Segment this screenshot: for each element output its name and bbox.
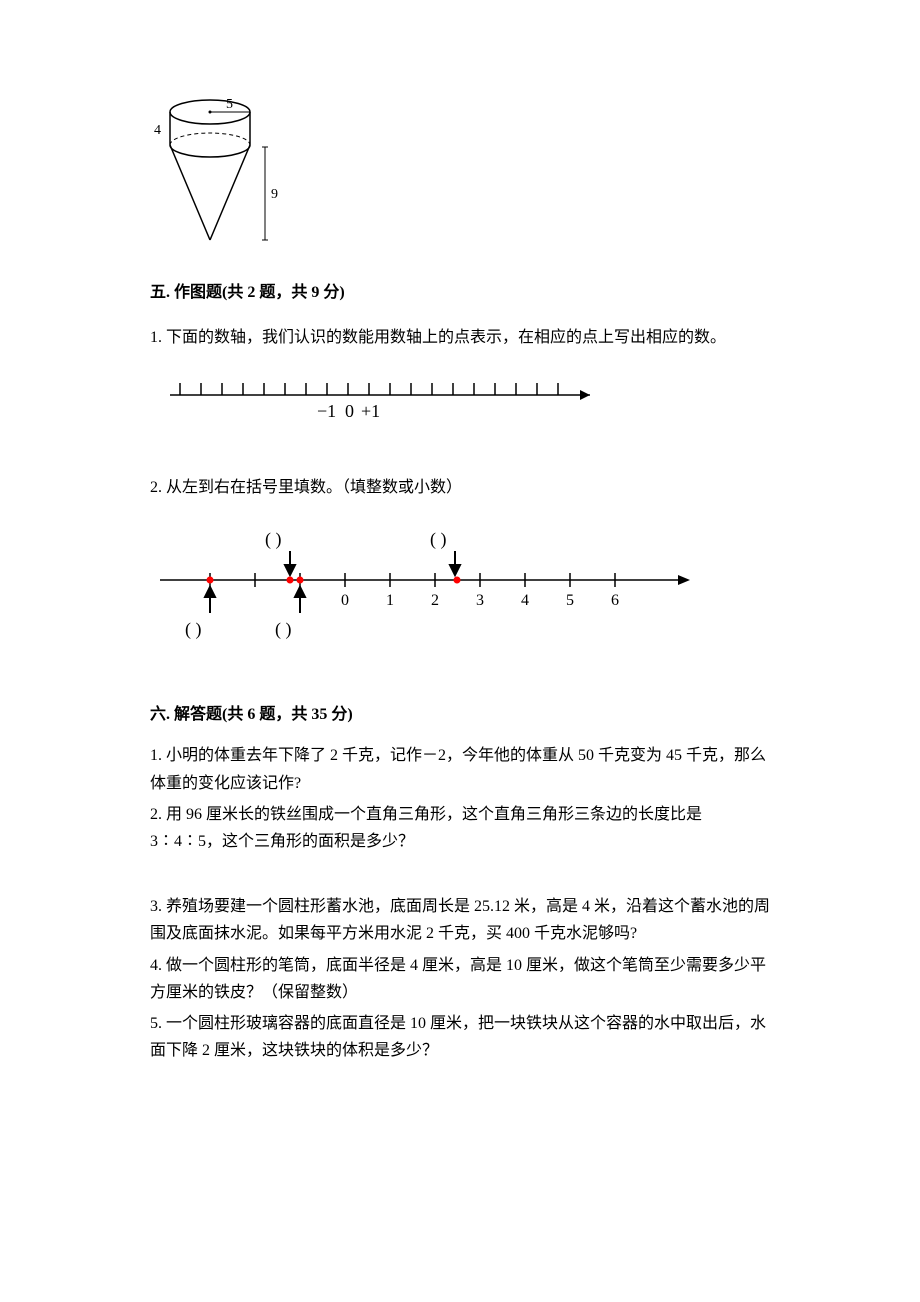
- nl2-label-4: 4: [521, 592, 529, 609]
- nl1-label-0: 0: [345, 401, 354, 421]
- figure-cylinder-cone: 5 4 9: [150, 90, 770, 250]
- number-line-1-svg: −1 0 +1: [150, 375, 620, 435]
- spacer: [150, 859, 770, 889]
- nl2-label-0: 0: [341, 592, 349, 609]
- paren-bot-2: ( ): [275, 619, 292, 640]
- section5-q2: 2. 从左到右在括号里填数。（填整数或小数）: [150, 470, 770, 505]
- section6-q5: 5. 一个圆柱形玻璃容器的底面直径是 10 厘米，把一块铁块从这个容器的水中取出…: [150, 1010, 770, 1064]
- nl1-label-p1: +1: [361, 401, 380, 421]
- number-line-1: −1 0 +1: [150, 375, 770, 440]
- document-page: 5 4 9 五. 作图题(共 2 题，共 9 分) 1. 下面的数轴，我们认识的…: [0, 0, 920, 1128]
- section6-q2: 2. 用 96 厘米长的铁丝围成一个直角三角形，这个直角三角形三条边的长度比是 …: [150, 801, 770, 855]
- nl2-label-3: 3: [476, 592, 484, 609]
- nl2-label-5: 5: [566, 592, 574, 609]
- section6-q4: 4. 做一个圆柱形的笔筒，底面半径是 4 厘米，高是 10 厘米，做这个笔筒至少…: [150, 952, 770, 1006]
- nl2-label-2: 2: [431, 592, 439, 609]
- label-4: 4: [154, 123, 161, 138]
- section5-q1: 1. 下面的数轴，我们认识的数能用数轴上的点表示，在相应的点上写出相应的数。: [150, 320, 770, 355]
- nl2-label-6: 6: [611, 592, 619, 609]
- paren-top-2: ( ): [430, 529, 447, 550]
- number-line-2-svg: ( ) ( ): [150, 525, 710, 665]
- nl1-label-m1: −1: [317, 401, 336, 421]
- label-9: 9: [271, 187, 278, 202]
- number-line-2: ( ) ( ): [150, 525, 770, 670]
- section-6-heading: 六. 解答题(共 6 题，共 35 分): [150, 700, 770, 724]
- paren-bot-1: ( ): [185, 619, 202, 640]
- label-5: 5: [226, 97, 233, 112]
- section6-q1: 1. 小明的体重去年下降了 2 千克，记作－2，今年他的体重从 50 千克变为 …: [150, 742, 770, 796]
- section6-q3: 3. 养殖场要建一个圆柱形蓄水池，底面周长是 25.12 米，高是 4 米，沿着…: [150, 893, 770, 947]
- cylinder-cone-svg: 5 4 9: [150, 90, 290, 250]
- paren-top-1: ( ): [265, 529, 282, 550]
- section-5-heading: 五. 作图题(共 2 题，共 9 分): [150, 278, 770, 302]
- nl2-label-1: 1: [386, 592, 394, 609]
